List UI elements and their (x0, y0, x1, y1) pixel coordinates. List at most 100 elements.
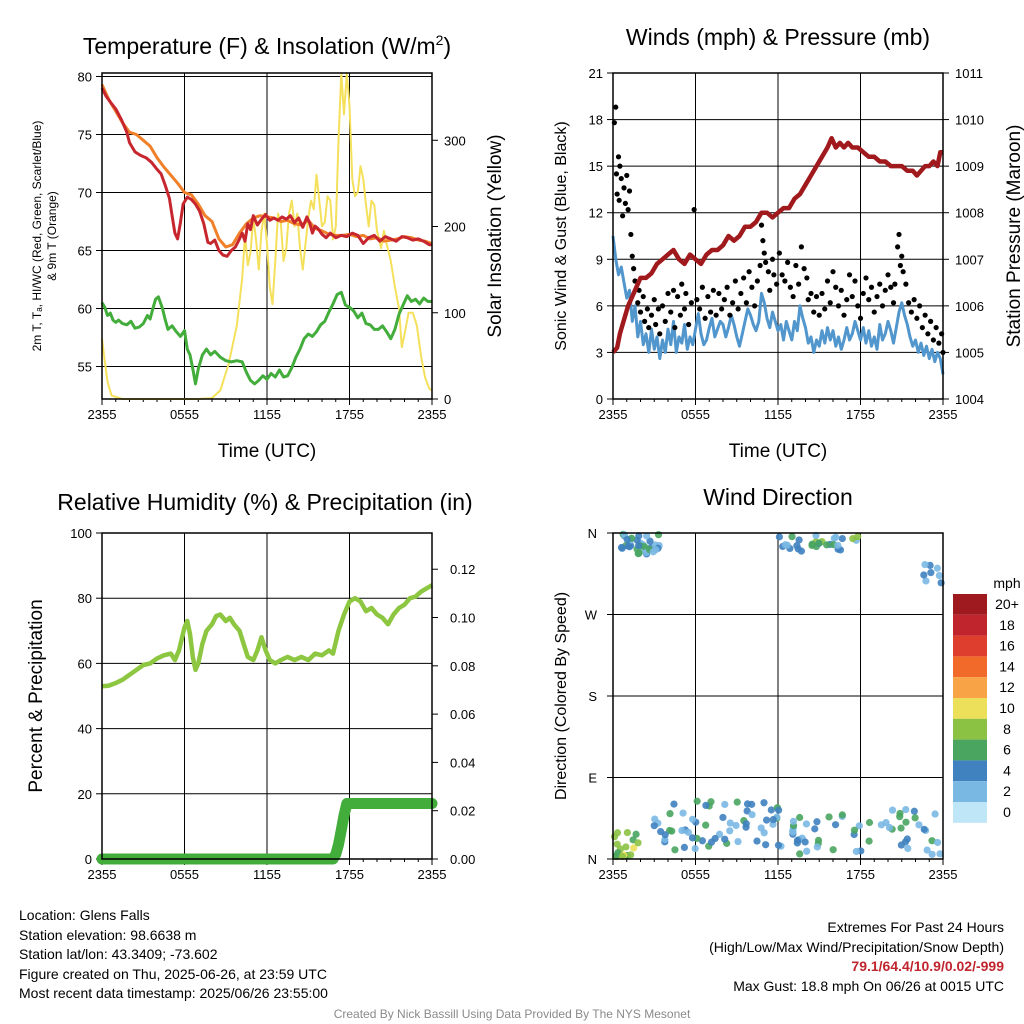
wind-gust-point (613, 171, 620, 177)
dir-point (762, 816, 771, 824)
dir-point (617, 543, 626, 552)
dir-point (743, 807, 751, 815)
dir-point (622, 843, 630, 851)
wind-gust-point (616, 197, 622, 203)
dir-point (654, 531, 663, 539)
wind-gust-point (758, 222, 765, 228)
dir-point (796, 813, 804, 822)
dir-point (783, 541, 791, 549)
wind-gust-point (808, 290, 814, 297)
wind-gust-point (841, 312, 847, 318)
wind-gust-point (691, 207, 697, 213)
dir-legend-label: 0 (1003, 804, 1011, 820)
wind-gust-point (827, 300, 833, 306)
wind-gust-point (819, 290, 825, 297)
dir-point (618, 852, 626, 860)
dir-legend-swatch (953, 677, 987, 698)
dir-point (897, 824, 905, 832)
dir-ytick-label: W (585, 608, 598, 623)
temp-ylabel-left: 2m T, Tₐ, HI/WC (Red, Green, Scarlet/Blu… (30, 121, 44, 352)
rh-xtick-label: 1755 (335, 867, 364, 882)
temp-xtick-label: 0555 (170, 407, 199, 422)
wind-gust-point (863, 275, 869, 281)
dir-legend-label: 8 (1003, 721, 1011, 737)
wind-gust-point (782, 278, 788, 284)
info-latlon: Station lat/lon: 43.3409; -73.602 (19, 946, 218, 962)
dir-point (693, 797, 701, 805)
dir-legend-swatch (953, 614, 987, 636)
rh-rtick-label: 0.00 (450, 852, 475, 867)
wind-gust-point (618, 175, 624, 182)
wind-gust-point (833, 284, 839, 290)
dir-point (767, 806, 775, 814)
dir-point (921, 560, 929, 569)
wind-gust-point (628, 231, 634, 238)
wind-gust-point (694, 297, 700, 303)
temp-series-2 (100, 87, 432, 258)
dir-point (815, 539, 823, 547)
wind-rtick-label: 1004 (955, 392, 984, 407)
dir-point (661, 831, 669, 839)
dir-point (623, 828, 632, 837)
info-created: Figure created on Thu, 2025-06-26, at 23… (19, 965, 327, 982)
wind-gust-point (874, 293, 880, 300)
wind-ytick-label: 21 (589, 66, 603, 81)
dir-point (933, 838, 942, 847)
dir-point (726, 819, 734, 827)
wind-gust-point (757, 262, 763, 269)
wind-gust-point (635, 300, 641, 306)
wind-title: Winds (mph) & Pressure (mb) (626, 24, 930, 50)
temp-xlabel: Time (UTC) (218, 441, 317, 462)
dir-point (734, 837, 742, 846)
wind-gust-point (882, 287, 888, 293)
wind-gust-point (613, 104, 619, 110)
temp-rtick-label: 100 (444, 306, 466, 321)
wind-gust-point (785, 259, 791, 265)
wind-gust-point (754, 278, 760, 284)
dir-legend-title: mph (993, 575, 1020, 591)
dir-legend-label: 4 (1003, 762, 1011, 778)
wind-gust-point (765, 269, 771, 275)
wind-gust-point (659, 303, 666, 309)
dir-point (635, 549, 643, 557)
wind-gust-point (928, 318, 934, 324)
dir-point (935, 571, 943, 580)
dir-point (612, 851, 621, 859)
wind-xlabel: Time (UTC) (729, 441, 828, 462)
wind-gust-point (752, 303, 758, 309)
wind-gust-point (849, 293, 855, 300)
dir-point (801, 838, 809, 846)
dir-point (789, 817, 798, 825)
dir-point (702, 821, 710, 829)
wind-xtick-label: 0555 (681, 407, 710, 422)
wind-gust-point (908, 309, 914, 315)
temp-ytick-label: 65 (78, 244, 92, 259)
wind-gust-point (688, 300, 694, 306)
wind-rtick-label: 1005 (955, 345, 984, 360)
wind-ytick-label: 6 (596, 299, 603, 314)
wind-gust-point (679, 281, 685, 287)
wind-gust-point (897, 262, 903, 269)
dir-point (760, 799, 768, 807)
wind-gust-point (626, 188, 633, 194)
temp-xtick-label: 2355 (418, 407, 447, 422)
dir-legend-swatch (953, 635, 987, 657)
wind-gust-point (919, 324, 925, 331)
dir-point (811, 825, 819, 833)
wind-gust-point (648, 312, 655, 318)
dir-point (632, 830, 640, 838)
wind-gust-point (868, 284, 875, 290)
dir-point (707, 838, 716, 846)
rh-xtick-label: 0555 (170, 867, 199, 882)
temp-xtick-label: 1155 (253, 407, 281, 422)
wind-gust-point (776, 250, 782, 256)
dir-ytick-label: N (588, 526, 597, 541)
wind-gust-point (790, 293, 796, 300)
temp-series-3 (100, 290, 432, 386)
wind-ylabel-right: Station Pressure (Maroon) (1004, 125, 1024, 348)
wind-gust-point (675, 293, 681, 300)
rh-ytick-label: 100 (70, 526, 92, 541)
rh-xtick-label: 1155 (253, 867, 281, 882)
wind-gust-point (846, 272, 853, 278)
dir-point (678, 826, 686, 835)
